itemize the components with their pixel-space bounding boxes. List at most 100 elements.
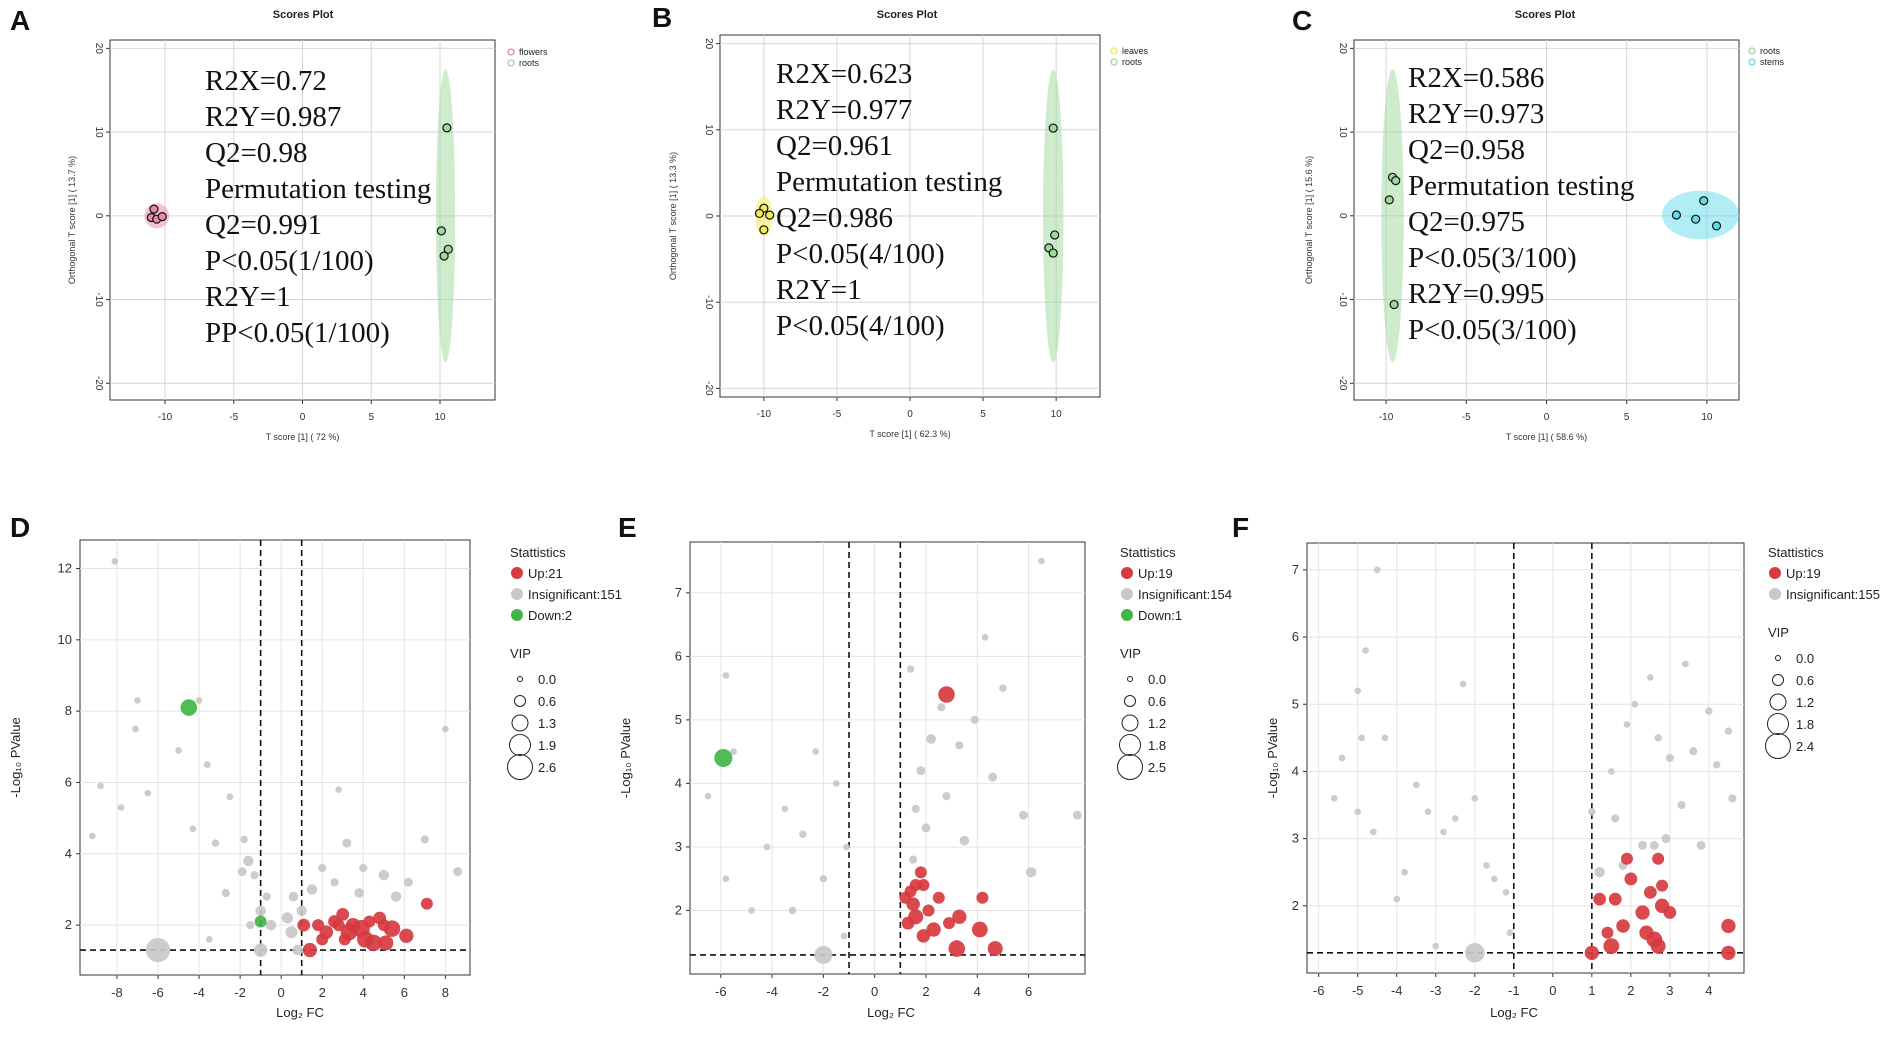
- x-tick-label: -1: [1508, 983, 1520, 998]
- volcano-point-insignificant: [799, 830, 807, 838]
- volcano-point-insignificant: [781, 805, 789, 813]
- legend-marker-roots: [507, 59, 515, 67]
- data-point-flowers: [157, 212, 167, 222]
- volcano-point-up: [971, 921, 988, 938]
- y-tick-label: 0: [703, 213, 714, 219]
- panel-letter: D: [10, 512, 30, 543]
- x-tick-label: 8: [442, 985, 449, 1000]
- volcano-point-up: [1584, 945, 1599, 960]
- volcano-point-down: [714, 748, 733, 768]
- volcano-point-insignificant: [1038, 557, 1045, 565]
- x-tick-label: -10: [1379, 412, 1394, 423]
- plot-frame: [1306, 542, 1745, 974]
- vip-size-label: 1.9: [538, 738, 556, 753]
- volcano-point-insignificant: [453, 867, 463, 877]
- data-point-leaves: [759, 225, 769, 235]
- stats-line: R2Y=1: [776, 274, 862, 306]
- plot-area: -10 -5 0 5 10 -20 -10 0 10 20: [703, 34, 1101, 420]
- stats-line: R2Y=0.995: [1408, 278, 1544, 310]
- volcano-point-insignificant: [788, 906, 797, 915]
- x-tick-label: -2: [234, 985, 246, 1000]
- stats-line: P<0.05(1/100): [205, 245, 374, 277]
- legend-marker-leaves: [1110, 47, 1118, 55]
- legend-label-flowers: flowers: [519, 47, 548, 57]
- volcano-point-insignificant: [955, 741, 964, 750]
- stats-line: Q2=0.98: [205, 137, 308, 169]
- x-tick-label: 2: [1627, 983, 1634, 998]
- x-tick-label: -2: [818, 984, 830, 999]
- volcano-point-insignificant: [175, 747, 182, 754]
- vip-size-label: 0.6: [1148, 694, 1166, 709]
- data-point-roots: [1389, 299, 1399, 310]
- volcano-point-insignificant: [189, 825, 197, 833]
- volcano-point-insignificant: [1354, 687, 1362, 695]
- vip-size-marker: [1119, 734, 1141, 756]
- volcano-point-insignificant: [378, 869, 390, 881]
- y-tick-label: 10: [703, 124, 714, 136]
- volcano-point-insignificant: [1330, 794, 1338, 802]
- x-tick-label: -5: [229, 412, 238, 423]
- stats-line: Q2=0.958: [1408, 134, 1525, 166]
- volcano-point-insignificant: [359, 863, 368, 873]
- volcano-point-insignificant: [1393, 895, 1401, 903]
- x-axis-label: Log₂ FC: [867, 1005, 915, 1020]
- legend-label: Insignificant:151: [528, 587, 622, 602]
- volcano-point-insignificant: [335, 786, 342, 793]
- legend-label-leaves: leaves: [1122, 46, 1149, 56]
- legend-title: Stattistics: [1768, 545, 1824, 560]
- volcano-point-up: [377, 919, 390, 932]
- volcano-point-up: [943, 917, 956, 930]
- volcano-point-insignificant: [420, 835, 429, 844]
- stats-line: Q2=0.961: [776, 130, 893, 162]
- volcano-point-insignificant: [942, 792, 951, 801]
- vip-size-marker: [511, 714, 529, 732]
- volcano-point-insignificant: [97, 782, 104, 790]
- y-tick-label: -20: [1337, 376, 1348, 391]
- x-axis-label: T score [1] ( 72 %): [266, 432, 340, 442]
- y-tick-label: 6: [675, 648, 682, 663]
- stats-block: R2X=0.586 R2Y=0.973 Q2=0.958 Permutation te…: [1408, 62, 1634, 346]
- y-tick-label: 0: [1337, 213, 1348, 219]
- chart-title: Scores Plot: [877, 9, 938, 21]
- x-tick-label: 5: [368, 412, 374, 423]
- legend-marker-stems: [1748, 58, 1756, 66]
- vip-size-marker: [1124, 695, 1136, 707]
- volcano-point-insignificant: [253, 943, 268, 957]
- x-tick-label: -8: [111, 985, 123, 1000]
- plot-frame: [689, 541, 1086, 975]
- volcano-point-insignificant: [1471, 794, 1479, 802]
- volcano-point-insignificant: [1459, 680, 1467, 688]
- x-tick-label: 10: [434, 412, 446, 423]
- panel-E: E -6 -4 -2 0 2 4 6 2 3 4 5 6 7 Log₂ FC -Log₁₀ PValue Sta…: [618, 512, 1232, 1020]
- x-tick-label: 0: [1544, 412, 1550, 423]
- volcano-point-insignificant: [318, 863, 327, 873]
- stats-line: R2X=0.623: [776, 58, 912, 90]
- legend-marker-flowers: [507, 48, 515, 56]
- volcano-point-insignificant: [1381, 734, 1389, 742]
- y-tick-label: 20: [1337, 43, 1348, 55]
- stats-line: P<0.05(3/100): [1408, 314, 1577, 346]
- stats-line: R2Y=0.973: [1408, 98, 1544, 130]
- data-point-stems: [1699, 196, 1709, 206]
- plot-area: -6 -5 -4 -3 -2 -1 0 1 2 3 4 2 3 4 5 6 7: [1292, 542, 1745, 998]
- volcano-point-insignificant: [117, 804, 125, 811]
- vip-size-label: 0.0: [538, 672, 556, 687]
- volcano-point-insignificant: [763, 843, 771, 851]
- x-tick-label: 4: [974, 984, 981, 999]
- panel-letter: F: [1232, 512, 1249, 543]
- volcano-point-insignificant: [1490, 875, 1498, 883]
- volcano-point-insignificant: [1432, 942, 1440, 950]
- volcano-point-insignificant: [832, 780, 840, 787]
- y-tick-label: 10: [58, 632, 72, 647]
- y-tick-label: -20: [703, 381, 714, 396]
- plot-area: -10 -5 0 5 10 -20 -10 0 10 20: [93, 39, 496, 423]
- volcano-point-insignificant: [1677, 800, 1686, 810]
- volcano-point-up: [1593, 892, 1607, 906]
- vip-size-marker: [1121, 714, 1139, 732]
- volcano-point-insignificant: [262, 892, 271, 901]
- volcano-point-up: [336, 908, 350, 921]
- volcano-point-up: [1601, 926, 1614, 939]
- volcano-point-up: [297, 918, 311, 932]
- x-tick-label: -5: [1352, 983, 1364, 998]
- vip-size-marker: [517, 676, 523, 682]
